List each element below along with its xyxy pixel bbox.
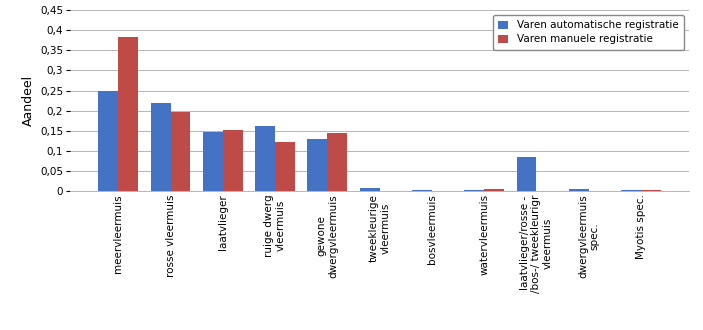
Bar bbox=[255, 126, 275, 191]
Bar bbox=[98, 90, 118, 191]
Bar bbox=[118, 37, 138, 191]
Bar bbox=[171, 112, 191, 191]
Bar bbox=[621, 190, 641, 191]
Bar bbox=[275, 142, 295, 191]
Bar bbox=[517, 157, 536, 191]
Bar bbox=[203, 132, 223, 191]
Bar bbox=[641, 190, 661, 191]
Bar bbox=[150, 103, 171, 191]
Legend: Varen automatische registratie, Varen manuele registratie: Varen automatische registratie, Varen ma… bbox=[493, 15, 684, 50]
Bar bbox=[484, 189, 504, 191]
Bar bbox=[569, 188, 588, 191]
Bar bbox=[464, 190, 484, 191]
Bar bbox=[328, 133, 347, 191]
Bar bbox=[307, 139, 328, 191]
Y-axis label: Aandeel: Aandeel bbox=[22, 75, 34, 126]
Bar bbox=[412, 190, 432, 191]
Bar bbox=[360, 188, 380, 191]
Bar bbox=[223, 130, 243, 191]
